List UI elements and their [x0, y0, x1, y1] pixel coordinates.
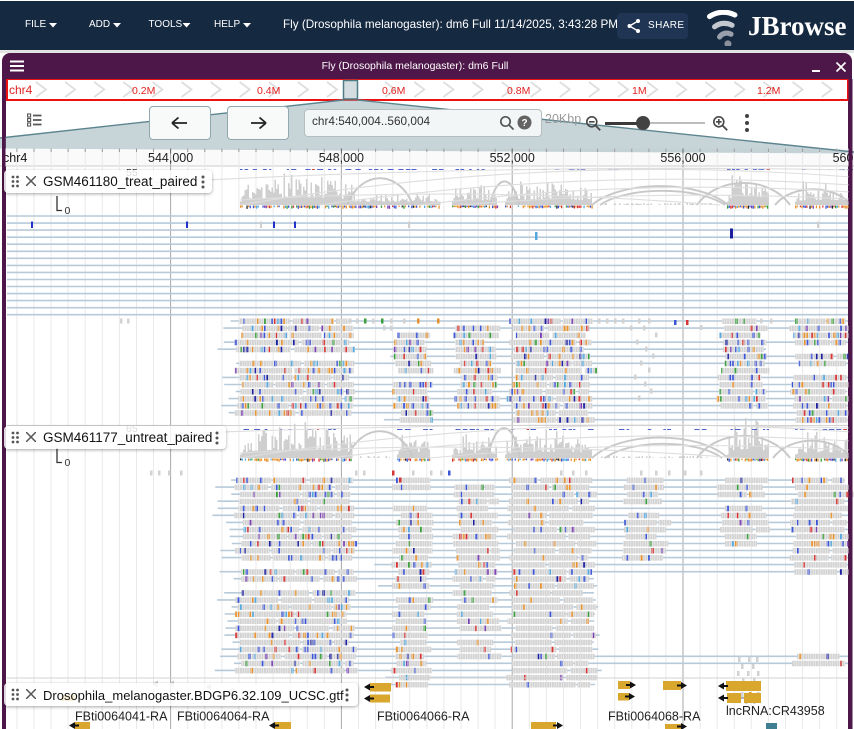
- svg-text:552,000: 552,000: [490, 151, 535, 165]
- svg-text:0.2M: 0.2M: [132, 85, 155, 97]
- svg-text:chr4: chr4: [9, 83, 33, 97]
- svg-text:FBti0064064-RA: FBti0064064-RA: [177, 710, 270, 724]
- svg-text:?: ?: [521, 118, 527, 129]
- svg-text:FBti0064068-RA: FBti0064068-RA: [608, 710, 701, 724]
- svg-text:544,000: 544,000: [148, 151, 193, 165]
- svg-text:1M: 1M: [632, 85, 647, 97]
- svg-text:0.6M: 0.6M: [382, 85, 405, 97]
- svg-text:1.2M: 1.2M: [757, 85, 780, 97]
- svg-text:chr4: chr4: [3, 151, 27, 165]
- svg-text:560: 560: [833, 151, 854, 165]
- svg-text:556,000: 556,000: [660, 151, 705, 165]
- svg-text:FBti0064066-RA: FBti0064066-RA: [377, 710, 470, 724]
- svg-text:FBti0064041-RA: FBti0064041-RA: [75, 710, 168, 724]
- svg-text:0.8M: 0.8M: [507, 85, 530, 97]
- svg-text:0.4M: 0.4M: [257, 85, 280, 97]
- svg-text:548,000: 548,000: [319, 151, 364, 165]
- svg-text:lncRNA:CR43958: lncRNA:CR43958: [726, 704, 825, 718]
- svg-text:0: 0: [65, 205, 71, 217]
- svg-text:0: 0: [65, 457, 71, 469]
